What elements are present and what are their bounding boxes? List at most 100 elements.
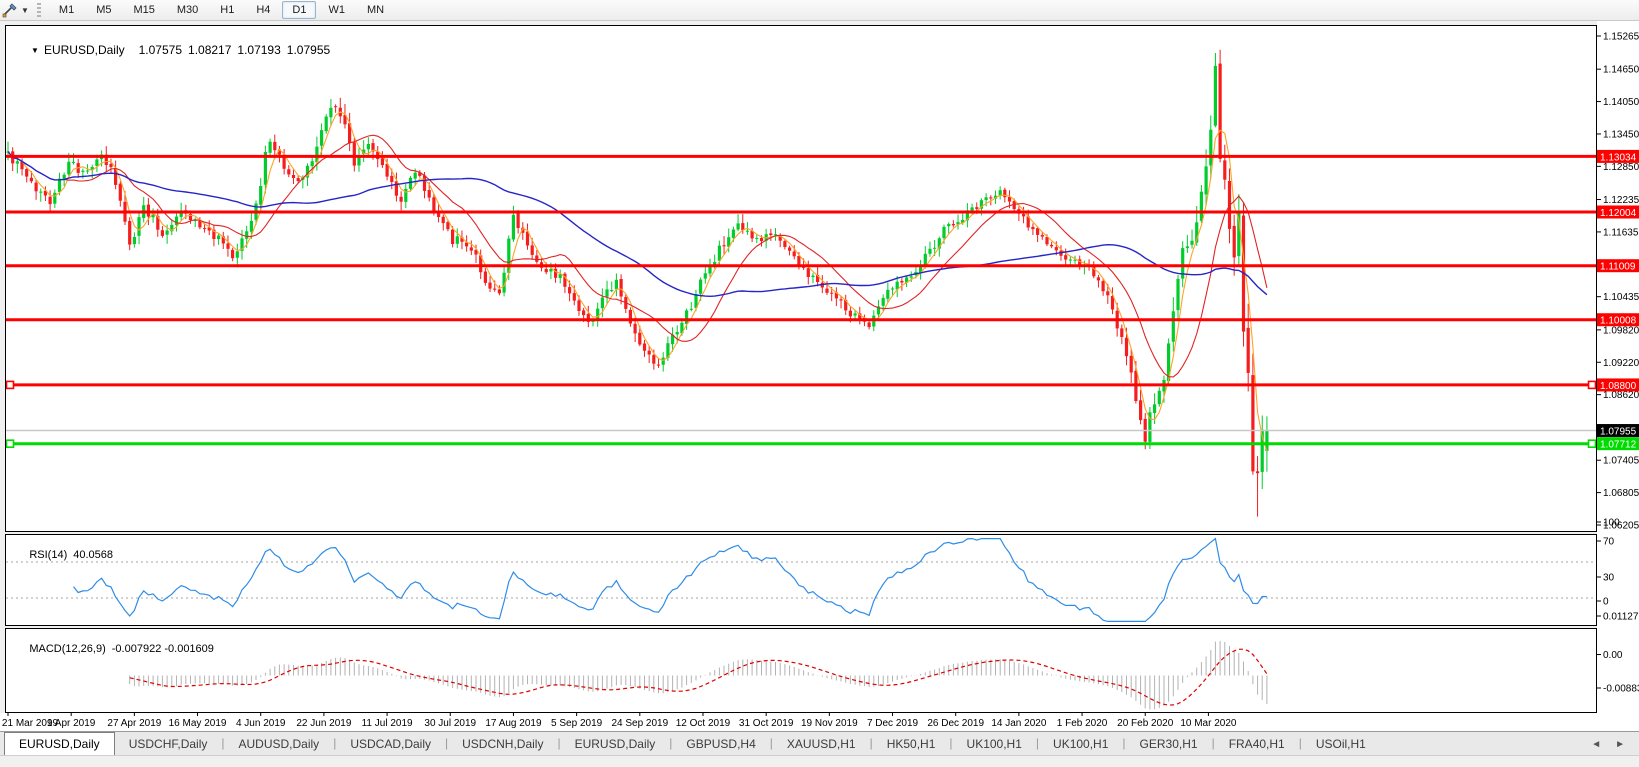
hline-handle[interactable] — [6, 439, 15, 449]
rsi-panel: RSI(14) 40.0568 — [5, 534, 1597, 626]
price-label-box — [1597, 424, 1639, 438]
tab-scroll-controls: ◄ ► — [1591, 739, 1639, 755]
price-tick-label: 1.11635 — [1603, 227, 1639, 238]
tab-eurusd-daily[interactable]: EURUSD,Daily — [574, 737, 656, 751]
chart-title-caret-icon[interactable]: ▼ — [31, 46, 39, 55]
rsi-value: 40.0568 — [73, 549, 114, 561]
macd-label-row: MACD(12,26,9) -0.007922 -0.001609 — [11, 631, 214, 667]
tab-ger30-h1[interactable]: GER30,H1 — [1139, 737, 1198, 751]
period-button-m5[interactable]: M5 — [96, 4, 112, 16]
date-label: 17 Aug 2019 — [485, 718, 542, 729]
macd-tick-label: 0.011277 — [1603, 612, 1639, 623]
tab-usdcnh-daily[interactable]: USDCNH,Daily — [462, 737, 544, 751]
tab-separator: | — [1211, 736, 1215, 750]
rsi-tick-label: 0 — [1603, 597, 1609, 608]
price-tick-label: 1.06205 — [1603, 521, 1639, 532]
price-label-text: 1.08800 — [1600, 381, 1637, 392]
price-axis[interactable]: 1.15265 1.14650 1.14050 1.13450 1.12850 1.122… — [1597, 21, 1639, 713]
date-label: 10 Mar 2020 — [1180, 718, 1237, 729]
tab-separator: | — [221, 736, 225, 750]
price-label-text: 1.13034 — [1600, 152, 1637, 163]
date-label: 4 Jun 2019 — [236, 718, 286, 729]
price-label-box — [1597, 259, 1639, 273]
macd-signal-line — [129, 648, 1268, 706]
hline-handle[interactable] — [1587, 439, 1596, 449]
ohlc-close: 1.07955 — [286, 43, 331, 57]
tab-separator: | — [949, 736, 953, 750]
tab-separator: | — [333, 736, 337, 750]
macd-panel: MACD(12,26,9) -0.007922 -0.001609 — [5, 628, 1597, 713]
period-button-mn[interactable]: MN — [366, 4, 385, 16]
price-label-text: 1.12004 — [1600, 208, 1637, 219]
period-button-d1[interactable]: D1 — [282, 1, 317, 19]
tab-usdcad-daily[interactable]: USDCAD,Daily — [350, 737, 431, 751]
tab-separator: | — [769, 736, 773, 750]
period-button-h4[interactable]: H4 — [256, 4, 271, 16]
period-button-m30[interactable]: M30 — [176, 4, 199, 16]
candles — [6, 49, 1269, 517]
bottom-strip — [0, 755, 1639, 767]
tab-audusd-daily[interactable]: AUDUSD,Daily — [238, 737, 320, 751]
price-label-text: 1.10008 — [1600, 316, 1637, 327]
date-label: 16 May 2019 — [169, 718, 227, 729]
tab-separator: | — [1298, 736, 1302, 750]
period-button-m1[interactable]: M1 — [58, 4, 75, 16]
price-tick-label: 1.09220 — [1603, 358, 1639, 369]
price-tick-label: 1.10435 — [1603, 292, 1639, 303]
rsi-line — [73, 537, 1267, 623]
rsi-label-row: RSI(14) 40.0568 — [11, 537, 113, 573]
macd-histogram — [129, 640, 1268, 710]
macd-values: -0.007922 -0.001609 — [111, 643, 214, 655]
date-label: 1 Feb 2020 — [1057, 718, 1108, 729]
period-button-group: M1 M5 M15 M30 H1 H4 D1 W1 MN — [48, 1, 395, 19]
period-button-m15[interactable]: M15 — [133, 4, 155, 16]
price-tick-label: 1.14050 — [1603, 97, 1639, 108]
macd-canvas[interactable] — [6, 629, 1596, 712]
toolbar-grip[interactable] — [36, 2, 41, 18]
date-label: 27 Apr 2019 — [107, 718, 161, 729]
date-label: 22 Jun 2019 — [296, 718, 351, 729]
date-label: 20 Feb 2020 — [1117, 718, 1174, 729]
ma-fast-line — [7, 111, 1268, 452]
hline-handle[interactable] — [1587, 380, 1596, 390]
tab-xauusd-h1[interactable]: XAUUSD,H1 — [786, 737, 856, 751]
ohlc-low: 1.07193 — [237, 43, 281, 57]
date-label: 31 Oct 2019 — [739, 718, 794, 729]
tab-usdchf-daily[interactable]: USDCHF,Daily — [128, 737, 208, 751]
rsi-canvas[interactable] — [6, 535, 1596, 625]
date-label: 14 Jan 2020 — [991, 718, 1046, 729]
price-label-text: 1.07955 — [1600, 427, 1637, 438]
tab-separator: | — [1122, 736, 1126, 750]
chart-tab-bar: EURUSD,Daily USDCHF,Daily | AUDUSD,Daily | US… — [0, 731, 1639, 755]
period-button-w1[interactable]: W1 — [328, 4, 345, 16]
price-tick-label: 1.15265 — [1603, 31, 1639, 42]
period-button-h1[interactable]: H1 — [220, 4, 235, 16]
tab-uk100-h1[interactable]: UK100,H1 — [1053, 737, 1109, 751]
main-chart-panel: ▼ EURUSD,Daily 1.07575 1.08217 1.07193 1.0795… — [5, 25, 1597, 532]
rsi-tick-label: 100 — [1603, 518, 1620, 529]
chart-window: ▼ EURUSD,Daily 1.07575 1.08217 1.07193 1.0795… — [0, 21, 1639, 767]
tab-hk50-h1[interactable]: HK50,H1 — [886, 737, 936, 751]
tab-separator: | — [869, 736, 873, 750]
price-tick-label: 1.08620 — [1603, 390, 1639, 401]
tab-usoil-h1[interactable]: USOil,H1 — [1315, 737, 1366, 751]
tab-scroll-right-icon[interactable]: ► — [1615, 739, 1625, 750]
tab-eurusd-daily[interactable]: EURUSD,Daily — [4, 732, 115, 755]
main-chart-canvas[interactable] — [6, 26, 1596, 531]
hline-handle[interactable] — [6, 380, 15, 390]
ma-medium-line — [7, 134, 1268, 378]
tab-gbpusd-h4[interactable]: GBPUSD,H4 — [686, 737, 756, 751]
price-label-box — [1597, 149, 1639, 163]
draw-tool-icon[interactable] — [2, 2, 19, 18]
date-label: 11 Jul 2019 — [362, 718, 413, 729]
tab-fra40-h1[interactable]: FRA40,H1 — [1228, 737, 1285, 751]
draw-tool-dropdown-icon[interactable]: ▼ — [21, 5, 29, 15]
price-tick-label: 1.12235 — [1603, 195, 1639, 206]
price-tick-label: 1.06805 — [1603, 488, 1639, 499]
macd-tick-label: 0.00 — [1603, 650, 1623, 661]
price-label-text: 1.11009 — [1600, 262, 1636, 273]
time-axis[interactable]: 21 Mar 2019 9 Apr 2019 27 Apr 2019 16 May 2… — [0, 713, 1639, 731]
date-label: 7 Dec 2019 — [867, 718, 919, 729]
tab-uk100-h1[interactable]: UK100,H1 — [966, 737, 1022, 751]
tab-scroll-left-icon[interactable]: ◄ — [1591, 739, 1602, 750]
